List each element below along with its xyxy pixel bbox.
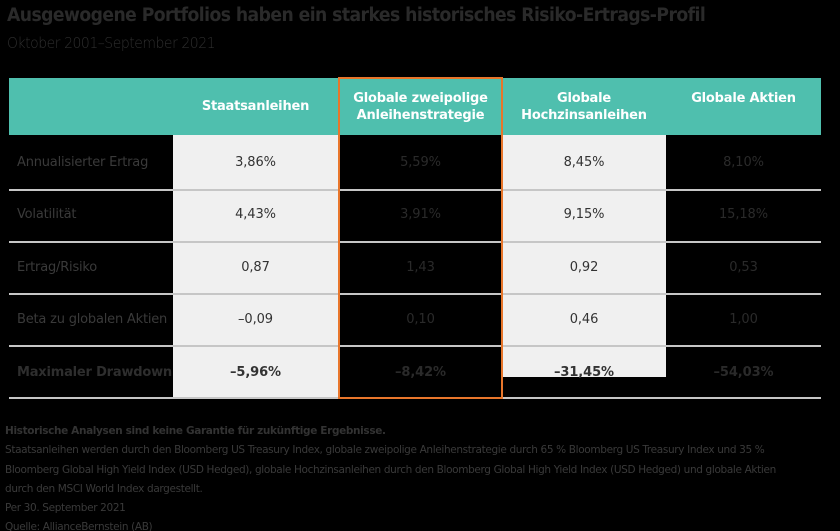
- footnotes: Historische Analysen sind keine Garantie…: [5, 422, 835, 531]
- chart-title: Ausgewogene Portfolios haben ein starkes…: [7, 5, 706, 26]
- source: Quelle: AllianceBernstein (AB): [5, 521, 153, 531]
- table-cell: 8,10%: [723, 155, 764, 170]
- column-header-line: Hochzinsanleihen: [521, 107, 647, 123]
- column-header-staatsanleihen: Staatsanleihen: [201, 99, 310, 114]
- table-cell: 1,43: [406, 260, 435, 275]
- row-separator: [9, 189, 821, 191]
- row-label-ertrag-risiko: Ertrag/Risiko: [17, 260, 98, 275]
- column-header-line: Globale: [556, 90, 611, 106]
- table-cell: 8,45%: [563, 155, 605, 170]
- table-cell: 9,15%: [563, 207, 605, 222]
- row-separator: [9, 345, 821, 347]
- table-cell: 0,87: [241, 260, 270, 275]
- table-cell: 4,43%: [235, 207, 276, 222]
- table-cell: 5,59%: [400, 155, 441, 170]
- table-cell: 15,18%: [719, 207, 768, 222]
- row-separator: [9, 241, 821, 243]
- column-fill-hochzinsanleihen: [502, 135, 666, 377]
- column-fill-staatsanleihen: [173, 135, 338, 398]
- column-header-hochzinsanleihen: Globale Hochzinsanleihen: [502, 78, 666, 135]
- row-separator: [9, 293, 821, 295]
- row-label-annualisierter-ertrag: Annualisierter Ertrag: [17, 155, 149, 170]
- chart-subtitle: Oktober 2001–September 2021: [7, 34, 216, 52]
- footnote-line: durch den MSCI World Index dargestellt.: [5, 482, 203, 495]
- footnote-line: Bloomberg Global High Yield Index (USD H…: [5, 463, 776, 476]
- as-of-date: Per 30. September 2021: [5, 502, 126, 515]
- row-label-maximaler-drawdown: Maximaler Drawdown: [17, 365, 172, 380]
- table-cell: 3,86%: [235, 155, 276, 170]
- table-cell: 0,92: [569, 260, 599, 275]
- row-separator: [9, 397, 821, 399]
- row-label-volatilitaet: Volatilität: [17, 207, 77, 222]
- table-cell: 0,46: [569, 312, 599, 327]
- table-cell: 3,91%: [400, 207, 441, 222]
- table-cell: –0,09: [238, 312, 273, 327]
- table-cell: 0,53: [729, 260, 758, 275]
- column-header-line: Globale zweipolige: [353, 90, 488, 106]
- column-header-line: Anleihenstrategie: [356, 107, 485, 123]
- table-cell: 0,10: [406, 312, 435, 327]
- table-header-band: [9, 78, 821, 135]
- disclaimer: Historische Analysen sind keine Garantie…: [5, 425, 386, 437]
- table-cell: –8,42%: [394, 365, 446, 380]
- table-cell: 1,00: [729, 312, 758, 327]
- column-header-globale-aktien: Globale Aktien: [691, 91, 796, 106]
- table-cell: –54,03%: [713, 365, 774, 380]
- table-cell: –31,45%: [554, 365, 614, 380]
- table-cell: –5,96%: [229, 365, 281, 380]
- column-header-zweipolige-anleihenstrategie: Globale zweipolige Anleihenstrategie: [338, 78, 503, 135]
- footnote-line: Staatsanleihen werden durch den Bloomber…: [5, 444, 765, 457]
- row-label-beta: Beta zu globalen Aktien: [17, 312, 168, 327]
